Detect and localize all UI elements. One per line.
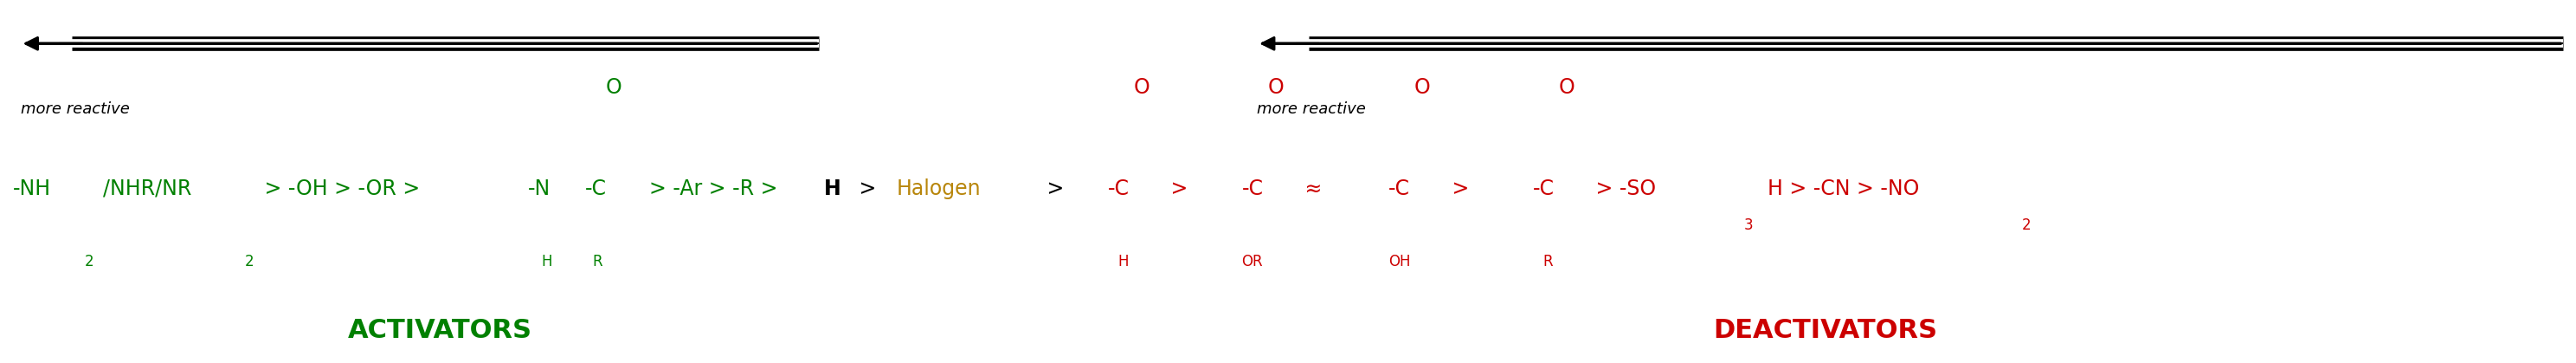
Text: ≈: ≈: [1298, 178, 1329, 199]
Text: R: R: [1543, 254, 1553, 269]
Text: > -OH > -OR >: > -OH > -OR >: [258, 178, 425, 199]
Text: O: O: [1414, 77, 1430, 98]
Text: more reactive: more reactive: [21, 101, 129, 117]
Text: 3: 3: [1744, 217, 1754, 233]
Text: >: >: [853, 178, 884, 199]
Text: /NHR/NR: /NHR/NR: [103, 178, 191, 199]
Text: OR: OR: [1242, 254, 1262, 269]
Text: 2: 2: [2022, 217, 2032, 233]
Text: > -SO: > -SO: [1589, 178, 1656, 199]
Text: ACTIVATORS: ACTIVATORS: [348, 318, 533, 343]
Text: DEACTIVATORS: DEACTIVATORS: [1713, 318, 1937, 343]
Text: H > -CN > -NO: H > -CN > -NO: [1767, 178, 1919, 199]
Text: >: >: [1445, 178, 1476, 199]
Text: H: H: [541, 254, 551, 269]
Text: Halogen: Halogen: [896, 178, 981, 199]
Text: -C: -C: [585, 178, 605, 199]
Text: H: H: [824, 178, 842, 199]
Text: -C: -C: [1108, 178, 1128, 199]
Text: H: H: [1118, 254, 1128, 269]
Text: O: O: [1558, 77, 1574, 98]
Text: -C: -C: [1533, 178, 1553, 199]
Text: 2: 2: [85, 254, 95, 269]
Text: -C: -C: [1242, 178, 1262, 199]
Text: O: O: [1267, 77, 1283, 98]
Text: O: O: [1133, 77, 1149, 98]
Text: R: R: [592, 254, 603, 269]
Text: more reactive: more reactive: [1257, 101, 1365, 117]
Text: > -Ar > -R >: > -Ar > -R >: [636, 178, 783, 199]
Text: O: O: [605, 77, 621, 98]
Text: 2: 2: [245, 254, 255, 269]
Text: -C: -C: [1388, 178, 1409, 199]
Text: >: >: [1164, 178, 1195, 199]
Text: -NH: -NH: [13, 178, 52, 199]
Text: >: >: [1041, 178, 1072, 199]
Text: OH: OH: [1388, 254, 1412, 269]
Text: -N: -N: [528, 178, 551, 199]
